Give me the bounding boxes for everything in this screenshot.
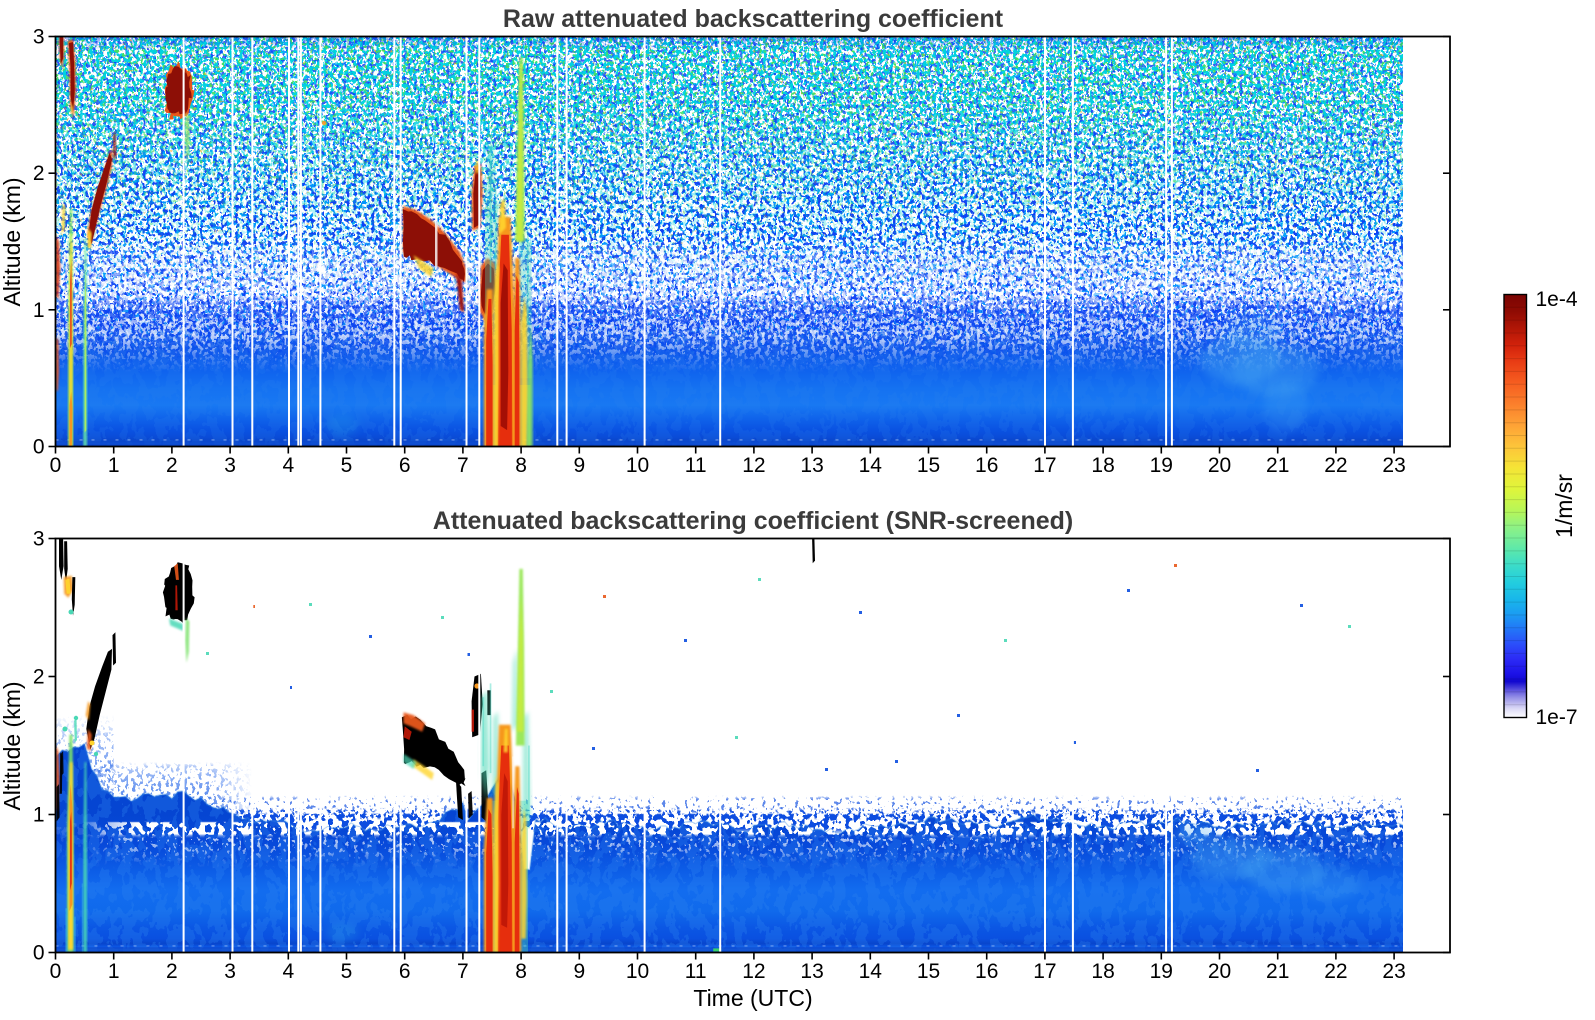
svg-text:22: 22 xyxy=(1324,960,1347,983)
svg-text:6: 6 xyxy=(399,960,411,983)
svg-text:Altitude (km): Altitude (km) xyxy=(0,681,25,810)
svg-text:1e-4: 1e-4 xyxy=(1536,288,1578,311)
svg-text:6: 6 xyxy=(399,454,411,477)
svg-text:13: 13 xyxy=(800,960,823,983)
svg-text:18: 18 xyxy=(1091,960,1114,983)
svg-text:14: 14 xyxy=(859,454,883,477)
svg-text:16: 16 xyxy=(975,454,998,477)
svg-text:22: 22 xyxy=(1324,454,1347,477)
svg-text:10: 10 xyxy=(626,454,649,477)
svg-text:12: 12 xyxy=(742,454,765,477)
svg-text:9: 9 xyxy=(573,960,585,983)
svg-text:15: 15 xyxy=(917,454,940,477)
svg-text:2: 2 xyxy=(166,960,178,983)
svg-text:21: 21 xyxy=(1266,960,1289,983)
svg-text:16: 16 xyxy=(975,960,998,983)
svg-text:8: 8 xyxy=(515,454,527,477)
svg-text:21: 21 xyxy=(1266,454,1289,477)
svg-text:17: 17 xyxy=(1033,454,1056,477)
svg-text:10: 10 xyxy=(626,960,649,983)
svg-text:Raw attenuated backscattering: Raw attenuated backscattering coefficien… xyxy=(503,5,1004,33)
svg-text:9: 9 xyxy=(573,454,585,477)
svg-text:23: 23 xyxy=(1382,454,1405,477)
svg-text:19: 19 xyxy=(1150,454,1173,477)
svg-text:13: 13 xyxy=(800,454,823,477)
svg-text:5: 5 xyxy=(341,960,353,983)
svg-text:20: 20 xyxy=(1208,960,1231,983)
svg-text:3: 3 xyxy=(33,26,45,49)
svg-text:18: 18 xyxy=(1091,454,1114,477)
svg-text:0: 0 xyxy=(50,960,62,983)
svg-text:0: 0 xyxy=(50,454,62,477)
svg-text:1: 1 xyxy=(33,804,45,827)
svg-text:20: 20 xyxy=(1208,454,1231,477)
svg-text:2: 2 xyxy=(33,666,45,689)
svg-text:7: 7 xyxy=(457,454,469,477)
svg-text:Attenuated backscattering coef: Attenuated backscattering coefficient (S… xyxy=(433,507,1073,535)
svg-text:1e-7: 1e-7 xyxy=(1536,706,1578,729)
svg-text:0: 0 xyxy=(33,942,45,965)
svg-text:17: 17 xyxy=(1033,960,1056,983)
svg-text:23: 23 xyxy=(1382,960,1405,983)
svg-text:3: 3 xyxy=(224,454,236,477)
svg-text:4: 4 xyxy=(282,454,294,477)
svg-text:11: 11 xyxy=(685,960,707,983)
svg-text:14: 14 xyxy=(859,960,883,983)
svg-text:15: 15 xyxy=(917,960,940,983)
svg-text:1: 1 xyxy=(108,960,120,983)
svg-text:2: 2 xyxy=(33,162,45,185)
svg-text:12: 12 xyxy=(742,960,765,983)
svg-text:0: 0 xyxy=(33,436,45,459)
svg-text:3: 3 xyxy=(33,528,45,551)
svg-text:11: 11 xyxy=(685,454,707,477)
svg-text:5: 5 xyxy=(341,454,353,477)
svg-text:Altitude (km): Altitude (km) xyxy=(0,177,25,306)
svg-text:7: 7 xyxy=(457,960,469,983)
svg-text:3: 3 xyxy=(224,960,236,983)
svg-text:1/m/sr: 1/m/sr xyxy=(1551,474,1577,538)
svg-text:19: 19 xyxy=(1150,960,1173,983)
svg-text:1: 1 xyxy=(108,454,120,477)
svg-text:Time (UTC): Time (UTC) xyxy=(693,985,812,1011)
svg-text:2: 2 xyxy=(166,454,178,477)
svg-text:4: 4 xyxy=(282,960,294,983)
svg-text:8: 8 xyxy=(515,960,527,983)
svg-text:1: 1 xyxy=(33,299,45,322)
